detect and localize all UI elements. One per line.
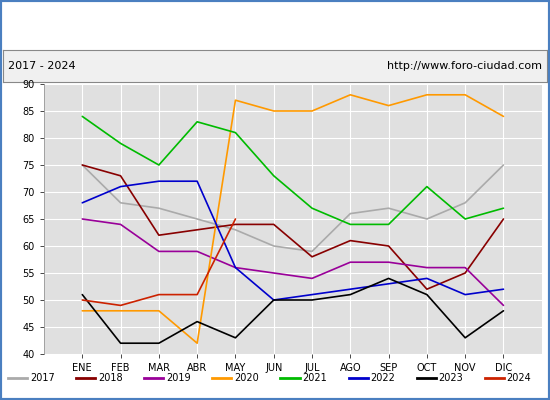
Text: 2018: 2018 (98, 373, 123, 383)
Text: 2017: 2017 (30, 373, 55, 383)
Text: Evolucion del paro registrado en Sarral: Evolucion del paro registrado en Sarral (140, 18, 410, 32)
Text: 2021: 2021 (302, 373, 327, 383)
Text: http://www.foro-ciudad.com: http://www.foro-ciudad.com (387, 61, 542, 71)
Text: 2019: 2019 (166, 373, 191, 383)
Text: 2024: 2024 (507, 373, 531, 383)
Text: 2022: 2022 (370, 373, 395, 383)
Text: 2023: 2023 (438, 373, 463, 383)
Text: 2020: 2020 (234, 373, 259, 383)
Text: 2017 - 2024: 2017 - 2024 (8, 61, 76, 71)
